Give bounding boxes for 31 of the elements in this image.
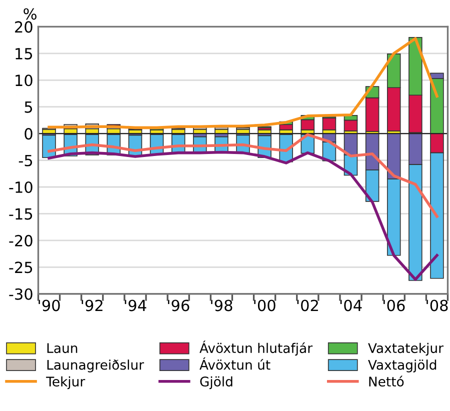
y-tick-label: -15	[9, 208, 32, 220]
y-tick-label: 0	[24, 128, 32, 140]
legend-label: Ávöxtun út	[200, 357, 270, 370]
y-tick-label: 10	[16, 74, 32, 86]
y-axis-title: %	[24, 8, 36, 20]
y-tick-label: -30	[9, 288, 32, 300]
y-tick-label: 20	[15, 21, 32, 33]
x-tick-label: '96	[168, 300, 190, 312]
legend-label: Ávöxtun hlutafjár	[200, 340, 313, 356]
legend-label: Vaxtatekjur	[368, 342, 444, 356]
x-tick-label: '08	[426, 300, 448, 312]
y-tick-label: -10	[9, 181, 32, 194]
x-tick-label: '98	[211, 300, 232, 312]
legend-label: Gjöld	[200, 376, 232, 390]
y-tick-label: -20	[9, 234, 32, 246]
x-tick-label: '92	[82, 300, 102, 312]
x-tick-label: '00	[254, 300, 276, 312]
x-tick-label: '90	[38, 300, 60, 312]
y-tick-label: 5	[24, 102, 32, 113]
legend-label: Vaxtagjöld	[368, 360, 436, 372]
legend-label: Laun	[47, 343, 78, 354]
legend-label: Nettó	[369, 376, 404, 387]
legend-label: Tekjur	[46, 376, 86, 390]
x-tick-label: '04	[340, 300, 362, 312]
y-tick-label: 15	[16, 48, 32, 60]
x-tick-label: '94	[124, 300, 146, 312]
y-tick-label: -5	[18, 154, 32, 166]
x-tick-label: '06	[384, 300, 405, 312]
y-tick-label: -25	[9, 262, 32, 274]
x-tick-label: '02	[297, 300, 318, 312]
legend-label: Launagreiðslur	[47, 360, 144, 372]
